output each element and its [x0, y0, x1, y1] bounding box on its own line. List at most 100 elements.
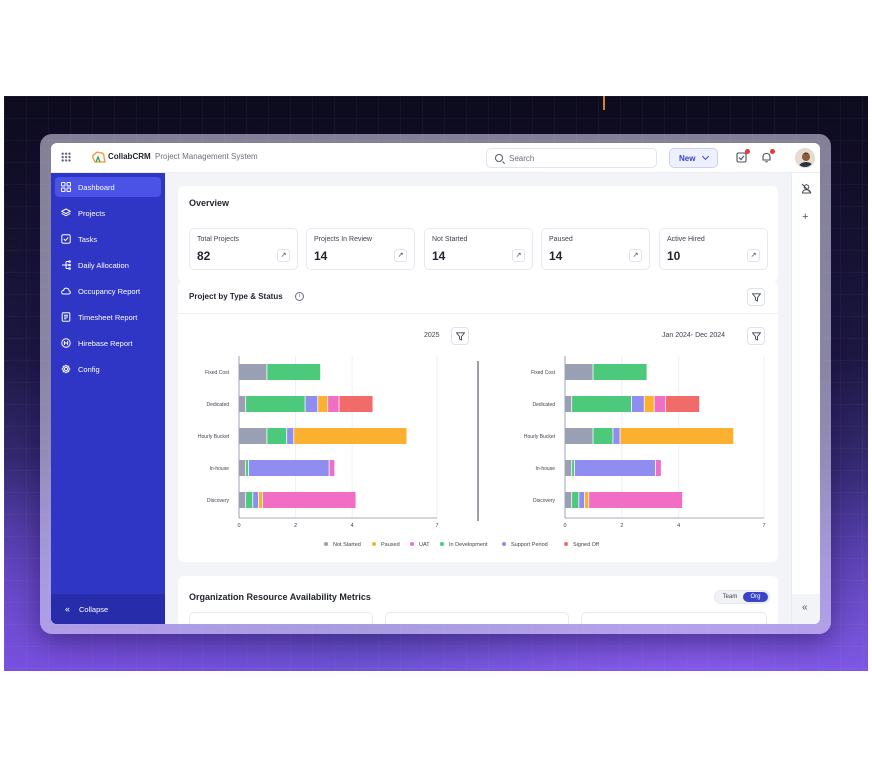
info-icon[interactable]: i	[295, 292, 304, 301]
toggle-option-team[interactable]: Team	[722, 594, 738, 600]
stat-card-not-started[interactable]: Not Started 14 ↗	[424, 228, 533, 270]
legend-label: Support Period	[511, 542, 548, 548]
collabcrm-logo-icon	[92, 151, 106, 163]
stat-card-projects-in-review[interactable]: Projects In Review 14 ↗	[306, 228, 415, 270]
search-placeholder: Search	[509, 154, 535, 163]
cloud-icon	[61, 287, 71, 295]
new-button[interactable]: New	[669, 148, 718, 168]
bar-segment	[579, 492, 585, 508]
left-chart-period: 2025	[424, 332, 440, 339]
right-chart-period: Jan 2024- Dec 2024	[662, 332, 726, 339]
bar-segment	[565, 492, 572, 508]
y-tick-label: Hourly Bucket	[198, 434, 230, 440]
sidebar-item-label: Tasks	[78, 235, 98, 244]
left-chart-filter-button[interactable]	[451, 327, 469, 345]
sidebar-item-hirebase-report[interactable]: Hirebase Report	[55, 333, 161, 353]
sidebar-item-occupancy-report[interactable]: Occupancy Report	[55, 281, 161, 301]
sidebar-item-timesheet-report[interactable]: Timesheet Report	[55, 307, 161, 327]
bar-segment	[565, 460, 572, 476]
bar-segment	[246, 492, 253, 508]
legend-dot	[440, 542, 444, 546]
sidebar-item-config[interactable]: Config	[55, 359, 161, 379]
sidebar-item-label: Daily Allocation	[78, 261, 129, 270]
sidebar-item-label: Dashboard	[78, 183, 115, 192]
legend-dot	[372, 542, 376, 546]
overview-card: Overview Total Projects 82 ↗ Projects In…	[178, 186, 778, 282]
bar-segment	[239, 428, 267, 444]
bar-segment	[239, 364, 267, 380]
bar-segment	[613, 428, 620, 444]
gear-icon	[61, 364, 71, 374]
bar-segment	[665, 396, 700, 412]
arrow-up-right-icon[interactable]: ↗	[394, 249, 407, 262]
apps-grid-icon[interactable]	[61, 152, 71, 162]
card-filter-button[interactable]	[747, 288, 765, 306]
bar-segment	[267, 364, 321, 380]
stat-label: Paused	[549, 236, 573, 243]
project-type-status-card: Project by Type & Status i 2025 Jan 2024…	[178, 281, 778, 562]
bar-segment	[565, 396, 572, 412]
sidebar-item-projects[interactable]: Projects	[55, 203, 161, 223]
hirebase-icon	[61, 338, 71, 348]
new-button-label: New	[679, 154, 696, 163]
y-tick-label: Discovery	[533, 498, 555, 504]
stat-label: Not Started	[432, 236, 468, 243]
avatar-image	[796, 149, 814, 167]
bar-segment	[239, 396, 246, 412]
sidebar-item-label: Hirebase Report	[78, 339, 133, 348]
rail-collapse[interactable]: «	[792, 594, 820, 624]
user-off-icon[interactable]	[801, 183, 812, 194]
search-input[interactable]: Search	[486, 148, 657, 168]
bar-segment	[655, 460, 661, 476]
filter-icon	[752, 293, 761, 302]
sidebar-item-label: Occupancy Report	[78, 287, 141, 296]
bar-segment	[631, 396, 644, 412]
right-rail: + «	[791, 173, 820, 624]
arrow-up-right-icon[interactable]: ↗	[277, 249, 290, 262]
toggle-option-org[interactable]: Org	[743, 592, 768, 602]
stat-label: Projects In Review	[314, 236, 372, 243]
double-chevron-left-icon: «	[802, 602, 808, 613]
right-chart-filter-button[interactable]	[747, 327, 765, 345]
stat-label: Active Hired	[667, 236, 705, 243]
x-tick-label: 0	[237, 523, 240, 529]
bar-segment	[248, 460, 329, 476]
bar-segment	[339, 396, 373, 412]
arrow-up-right-icon[interactable]: ↗	[512, 249, 525, 262]
overview-title: Overview	[189, 198, 230, 208]
collapse-button[interactable]: « Collapse	[51, 594, 165, 624]
stat-card-active-hired[interactable]: Active Hired 10 ↗	[659, 228, 768, 270]
resource-metrics-title: Organization Resource Availability Metri…	[189, 592, 371, 602]
collapse-label: Collapse	[79, 605, 109, 614]
layers-icon	[61, 208, 71, 217]
plus-icon[interactable]: +	[802, 211, 809, 223]
task-check-icon[interactable]	[736, 152, 747, 163]
sidebar-item-daily-allocation[interactable]: Daily Allocation	[55, 255, 161, 275]
bar-segment	[620, 428, 734, 444]
arrow-up-right-icon[interactable]: ↗	[747, 249, 760, 262]
sidebar-item-tasks[interactable]: Tasks	[55, 229, 161, 249]
y-tick-label: Fixed Cost	[531, 370, 556, 376]
legend-label: Signed Off	[573, 542, 599, 548]
bar-segment	[593, 428, 613, 444]
stat-card-total-projects[interactable]: Total Projects 82 ↗	[189, 228, 298, 270]
legend-label: In Development	[449, 542, 488, 548]
team-org-toggle[interactable]: Team Org	[714, 590, 770, 604]
bar-segment	[572, 396, 632, 412]
bar-segment	[246, 396, 305, 412]
metric-card	[581, 612, 767, 624]
stat-value: 14	[432, 249, 446, 263]
bar-segment	[644, 396, 654, 412]
stat-card-paused[interactable]: Paused 14 ↗	[541, 228, 650, 270]
bar-segment	[593, 364, 647, 380]
sidebar-item-dashboard[interactable]: Dashboard	[55, 177, 161, 197]
bar-segment	[239, 460, 246, 476]
x-tick-label: 7	[435, 523, 438, 529]
sidebar-item-label: Projects	[78, 209, 106, 218]
arrow-up-right-icon[interactable]: ↗	[629, 249, 642, 262]
y-tick-label: Fixed Cost	[205, 370, 230, 376]
x-tick-label: 2	[294, 523, 297, 529]
bell-icon[interactable]	[761, 152, 772, 163]
user-avatar[interactable]	[795, 148, 815, 168]
allocation-icon	[62, 260, 71, 270]
